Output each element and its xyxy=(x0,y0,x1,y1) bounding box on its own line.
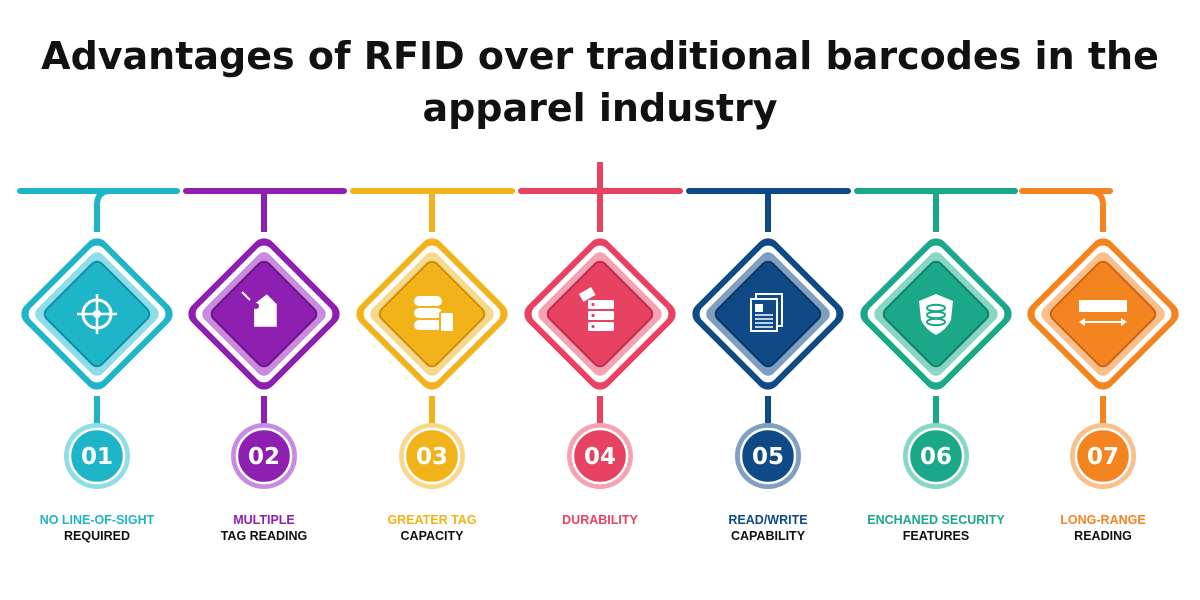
number-badge xyxy=(571,427,629,485)
step-03: 03 xyxy=(350,188,515,489)
step-01: 01 xyxy=(17,188,180,489)
step-02: 02 xyxy=(183,188,347,489)
step-label-line-1: ENCHANED SECURITY xyxy=(867,513,1005,527)
page-title: Advantages of RFID over traditional barc… xyxy=(0,30,1200,134)
step-label: GREATER TAG CAPACITY xyxy=(332,512,532,544)
step-label-line-1: GREATER TAG xyxy=(387,513,477,527)
database-icon xyxy=(414,296,455,333)
title-line-1: Advantages of RFID over traditional barc… xyxy=(41,34,1159,78)
step-label: ENCHANED SECURITY FEATURES xyxy=(836,512,1036,544)
step-label-line-1: READ/WRITE xyxy=(728,513,808,527)
step-number: 04 xyxy=(584,444,616,470)
step-number: 07 xyxy=(1087,444,1119,470)
step-label: READ/WRITE CAPABILITY xyxy=(668,512,868,544)
step-label-line-2: CAPACITY xyxy=(400,529,464,543)
number-badge xyxy=(739,427,797,485)
step-label-line-1: LONG-RANGE xyxy=(1060,513,1146,527)
documents-icon xyxy=(750,293,783,332)
number-badge xyxy=(907,427,965,485)
step-07: 07 xyxy=(1019,188,1179,489)
step-number: 02 xyxy=(248,444,280,470)
step-06: 06 xyxy=(854,188,1018,489)
step-number: 03 xyxy=(416,444,448,470)
step-04: 04 xyxy=(518,162,683,489)
number-badge xyxy=(1074,427,1132,485)
number-badge xyxy=(403,427,461,485)
number-badge xyxy=(235,427,293,485)
step-label: DURABILITY xyxy=(500,512,700,528)
title-line-2: apparel industry xyxy=(422,86,778,130)
connector-stem xyxy=(1088,188,1106,232)
step-number: 05 xyxy=(752,444,784,470)
step-label-line-1: NO LINE-OF-SIGHT xyxy=(39,513,155,527)
step-label: NO LINE-OF-SIGHT REQUIRED xyxy=(0,512,197,544)
step-number: 06 xyxy=(920,444,952,470)
tag-icon xyxy=(241,291,277,327)
step-label-line-1: DURABILITY xyxy=(562,513,638,527)
number-badge xyxy=(68,427,126,485)
step-label-line-1: MULTIPLE xyxy=(233,513,295,527)
step-label: MULTIPLE TAG READING xyxy=(164,512,364,544)
step-label-line-2: CAPABILITY xyxy=(730,529,806,543)
diamond-inner xyxy=(1050,261,1156,367)
crosshair-icon xyxy=(77,294,117,334)
step-05: 05 xyxy=(686,188,851,489)
step-label-line-2: TAG READING xyxy=(220,529,308,543)
step-label-line-2: READING xyxy=(1074,529,1132,543)
range-arrow-icon xyxy=(1079,300,1127,326)
server-icon xyxy=(578,287,614,331)
step-number: 01 xyxy=(81,444,113,470)
step-label: LONG-RANGE READING xyxy=(1003,512,1200,544)
shield-database-icon xyxy=(919,294,953,335)
step-label-line-2: FEATURES xyxy=(902,529,970,543)
step-label-line-2: REQUIRED xyxy=(64,529,130,543)
connector-stem xyxy=(94,188,112,232)
